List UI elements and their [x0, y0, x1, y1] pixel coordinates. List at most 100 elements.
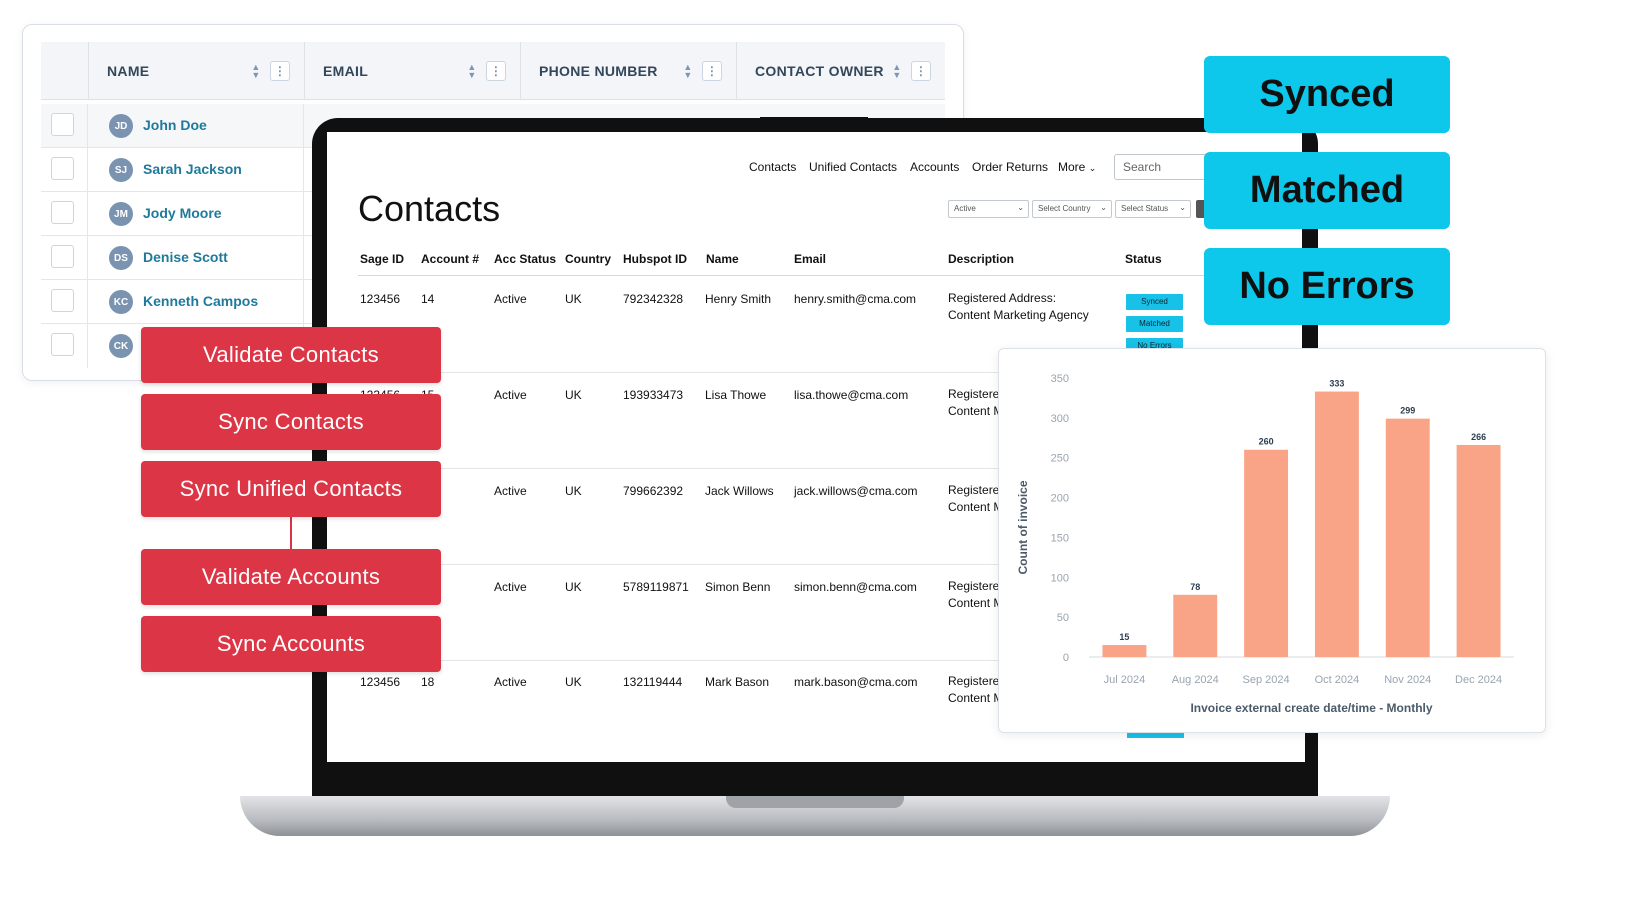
- contact-name-link[interactable]: Jody Moore: [143, 205, 222, 221]
- filter-value: Select Status: [1121, 204, 1169, 213]
- chart-bar: [1385, 418, 1430, 657]
- y-axis-title: Count of invoice: [1016, 480, 1030, 574]
- validate-accounts-button[interactable]: Validate Accounts: [141, 549, 441, 605]
- cell-country: UK: [565, 484, 582, 498]
- cell-hubspot-id: 132119444: [623, 675, 683, 689]
- contact-name-link[interactable]: Denise Scott: [143, 249, 228, 265]
- nav-order-returns[interactable]: Order Returns: [972, 160, 1049, 174]
- cell-hubspot-id: 5789119871: [623, 580, 689, 594]
- checkbox-icon[interactable]: [51, 157, 74, 180]
- status-badge-partial: [1127, 730, 1184, 738]
- y-tick-label: 100: [1051, 572, 1069, 584]
- column-header-name[interactable]: NAME ▲ ▼ ⋮: [88, 42, 304, 100]
- checkbox-icon[interactable]: [51, 113, 74, 136]
- contact-name-link[interactable]: Kenneth Campos: [143, 293, 259, 309]
- y-tick-label: 0: [1063, 652, 1069, 664]
- cell-email: mark.bason@cma.com: [794, 675, 918, 689]
- chart-bar: [1244, 449, 1289, 657]
- x-tick-label: Oct 2024: [1315, 674, 1360, 686]
- cell-description-line1: Registere: [948, 674, 1000, 688]
- cell-account: 18: [421, 675, 435, 689]
- crm-table-header: NAME ▲ ▼ ⋮ EMAIL ▲ ▼ ⋮ PHONE NUMBER ▲ ▼ ⋮ C…: [41, 42, 945, 100]
- bar-data-label: 15: [1119, 632, 1129, 642]
- chevron-down-icon: ⌄: [1017, 203, 1024, 212]
- sync-contacts-button[interactable]: Sync Contacts: [141, 394, 441, 450]
- chevron-down-icon: ⌄: [1100, 203, 1107, 212]
- bar-data-label: 266: [1471, 432, 1486, 442]
- cell-sage-id: 123456: [360, 292, 401, 306]
- y-tick-label: 200: [1051, 493, 1069, 505]
- x-tick-label: Nov 2024: [1384, 674, 1431, 686]
- contact-name-link[interactable]: John Doe: [143, 117, 207, 133]
- sync-accounts-button[interactable]: Sync Accounts: [141, 616, 441, 672]
- filter-value: Active: [954, 204, 976, 213]
- country-filter-select[interactable]: Select Country ⌄: [1032, 200, 1112, 218]
- avatar: JM: [109, 202, 133, 226]
- cell-sage-id: 123456: [360, 675, 401, 689]
- cell-acc-status: Active: [494, 388, 527, 402]
- header-description: Description: [948, 252, 1015, 266]
- header-email: Email: [794, 252, 827, 266]
- y-tick-label: 150: [1051, 532, 1069, 544]
- column-header-phone[interactable]: PHONE NUMBER ▲ ▼ ⋮: [520, 42, 736, 100]
- cell-name: Jack Willows: [705, 484, 774, 498]
- cell-acc-status: Active: [494, 580, 527, 594]
- sort-arrows-icon[interactable]: ▲ ▼: [467, 62, 477, 80]
- cell-description-line1: Registere: [948, 387, 1000, 401]
- bar-data-label: 299: [1400, 406, 1415, 416]
- kebab-menu-icon[interactable]: ⋮: [702, 61, 722, 81]
- column-header-contact-owner[interactable]: CONTACT OWNER ▲ ▼ ⋮: [736, 42, 945, 100]
- row-divider: [358, 372, 1218, 373]
- table-row[interactable]: CK: [41, 324, 945, 368]
- synced-callout: Synced: [1204, 56, 1450, 133]
- cell-country: UK: [565, 675, 582, 689]
- cell-description-line2: Content M: [948, 691, 1004, 705]
- header-status: Status: [1125, 252, 1162, 266]
- nav-contacts[interactable]: Contacts: [749, 160, 797, 174]
- kebab-menu-icon[interactable]: ⋮: [911, 61, 931, 81]
- checkbox-icon[interactable]: [51, 333, 74, 356]
- header-hubspot-id: Hubspot ID: [623, 252, 687, 266]
- header-acc-status: Acc Status: [494, 252, 557, 266]
- cell-name: Mark Bason: [705, 675, 770, 689]
- cell-description-line1: Registered Address:: [948, 291, 1057, 305]
- avatar: JD: [109, 114, 133, 138]
- bar-data-label: 333: [1329, 379, 1344, 389]
- sort-arrows-icon[interactable]: ▲ ▼: [683, 62, 693, 80]
- chart-bar: [1314, 391, 1359, 657]
- active-filter-select[interactable]: Active ⌄: [948, 200, 1029, 218]
- status-filter-select[interactable]: Select Status ⌄: [1115, 200, 1191, 218]
- avatar: DS: [109, 246, 133, 270]
- kebab-menu-icon[interactable]: ⋮: [270, 61, 290, 81]
- checkbox-icon[interactable]: [51, 245, 74, 268]
- chart-bar: [1173, 594, 1218, 657]
- validate-contacts-button[interactable]: Validate Contacts: [141, 327, 441, 383]
- sort-arrows-icon[interactable]: ▲ ▼: [251, 62, 261, 80]
- x-tick-label: Jul 2024: [1104, 674, 1146, 686]
- nav-more[interactable]: More ⌄: [1058, 160, 1096, 174]
- contact-name-link[interactable]: Sarah Jackson: [143, 161, 242, 177]
- column-label: EMAIL: [323, 63, 369, 79]
- cell-email: henry.smith@cma.com: [794, 292, 916, 306]
- sync-unified-contacts-button[interactable]: Sync Unified Contacts: [141, 461, 441, 517]
- chart-bar: [1456, 444, 1501, 657]
- cell-description-line2: Content Marketing Agency: [948, 308, 1089, 322]
- cell-hubspot-id: 193933473: [623, 388, 684, 402]
- checkbox-icon[interactable]: [51, 201, 74, 224]
- actions-connector-line: [290, 517, 292, 549]
- nav-accounts[interactable]: Accounts: [910, 160, 960, 174]
- nav-unified-contacts[interactable]: Unified Contacts: [809, 160, 898, 174]
- y-tick-label: 50: [1057, 612, 1069, 624]
- column-label: PHONE NUMBER: [539, 63, 658, 79]
- sort-arrows-icon[interactable]: ▲ ▼: [892, 62, 902, 80]
- status-badge-matched: Matched: [1126, 316, 1183, 332]
- checkbox-icon[interactable]: [51, 289, 74, 312]
- cell-name: Simon Benn: [705, 580, 771, 594]
- row-divider: [358, 564, 1218, 565]
- x-tick-label: Dec 2024: [1455, 674, 1502, 686]
- y-tick-label: 250: [1051, 453, 1069, 465]
- kebab-menu-icon[interactable]: ⋮: [486, 61, 506, 81]
- laptop-hinge-groove: [726, 796, 904, 808]
- avatar: SJ: [109, 158, 133, 182]
- column-header-email[interactable]: EMAIL ▲ ▼ ⋮: [304, 42, 520, 100]
